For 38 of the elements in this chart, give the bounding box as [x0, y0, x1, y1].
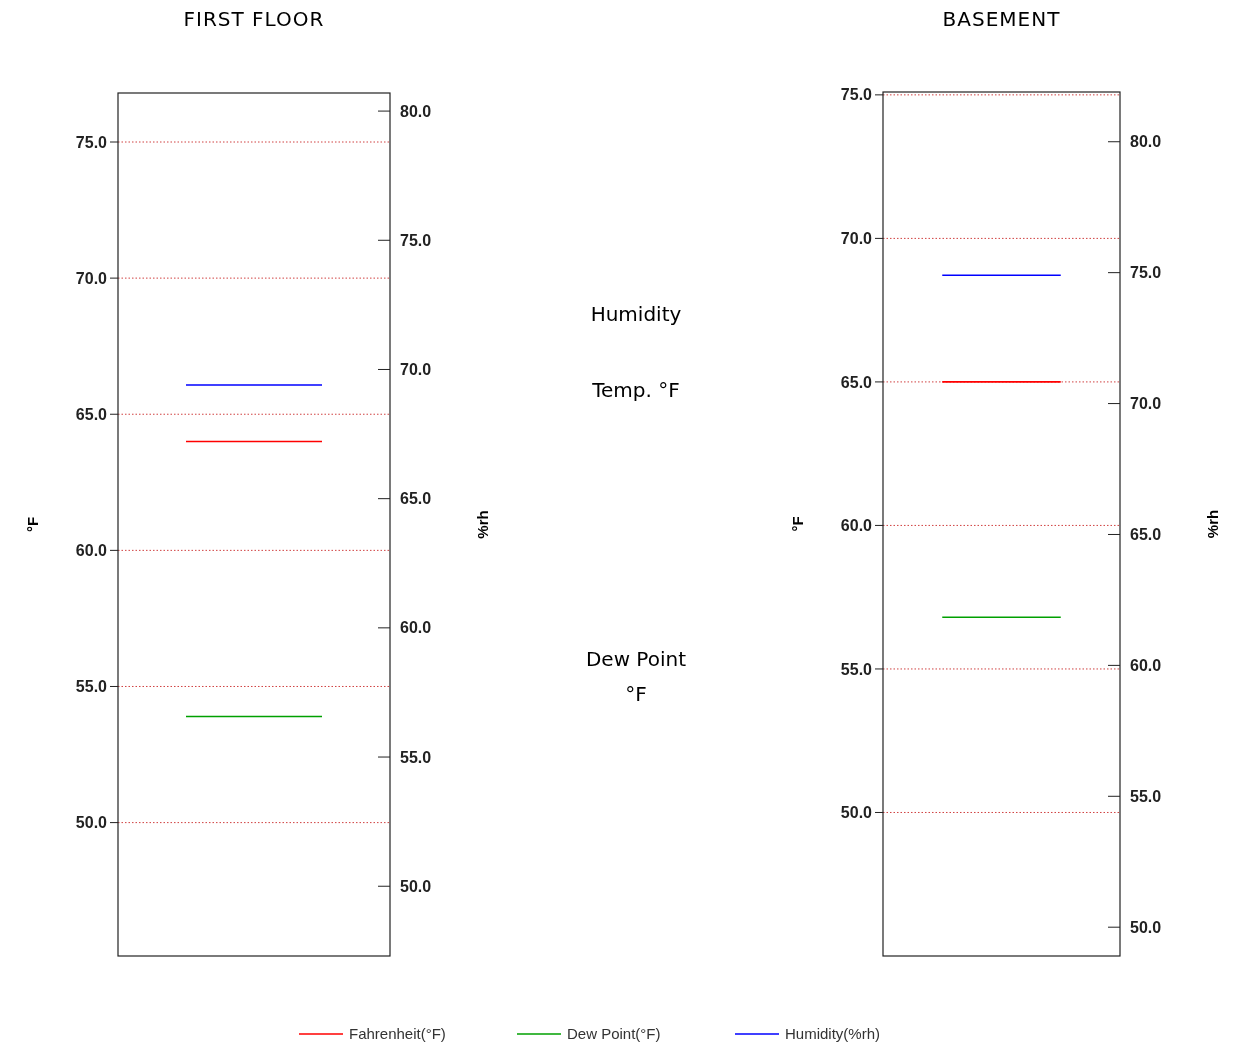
y2-tick-label: 60.0: [400, 619, 432, 637]
y2-tick-label: 55.0: [1130, 787, 1162, 805]
y2-tick-label: 50.0: [400, 877, 432, 895]
y-tick-label: 55.0: [75, 678, 108, 696]
y-tick-label: 70.0: [75, 269, 108, 287]
legend-label: Dew Point(°F): [567, 1025, 661, 1043]
y2-tick-label: 55.0: [400, 748, 432, 766]
text: Humidity: [590, 302, 682, 326]
y-tick-label: 70.0: [840, 229, 873, 247]
y-tick-label: 60.0: [840, 517, 873, 535]
y2-tick-label: 70.0: [400, 361, 432, 379]
y-tick-label: 55.0: [840, 660, 873, 678]
y-tick-label: 50.0: [75, 814, 108, 832]
y2-axis-title: %rh: [1204, 509, 1221, 539]
y-tick-label: 50.0: [840, 804, 873, 822]
y-tick-label: 60.0: [75, 541, 108, 559]
y2-tick-label: 75.0: [400, 231, 432, 249]
y-tick-label: 75.0: [840, 86, 873, 104]
y2-tick-label: 80.0: [1130, 133, 1162, 151]
y-tick-label: 65.0: [840, 373, 873, 391]
y2-tick-label: 70.0: [1130, 395, 1162, 413]
y-axis-title: °F: [24, 516, 41, 533]
y2-tick-label: 80.0: [400, 102, 432, 120]
chart-title: BASEMENT: [942, 7, 1061, 31]
y2-tick-label: 50.0: [1130, 918, 1162, 936]
y-axis-title: °F: [789, 516, 806, 532]
y2-axis-title: %rh: [474, 510, 491, 539]
chart-title: FIRST FLOOR: [183, 7, 325, 31]
y2-tick-label: 60.0: [1130, 656, 1162, 674]
text: Temp. °F: [591, 378, 680, 402]
text: Dew Point °F: [585, 647, 687, 706]
y2-tick-label: 65.0: [1130, 526, 1162, 544]
y-tick-label: 65.0: [75, 405, 108, 423]
legend-label: Humidity(%rh): [785, 1025, 881, 1043]
y-tick-label: 75.0: [75, 133, 108, 151]
legend-label: Fahrenheit(°F): [349, 1025, 446, 1043]
y2-tick-label: 75.0: [1130, 264, 1162, 282]
y2-tick-label: 65.0: [400, 490, 432, 508]
